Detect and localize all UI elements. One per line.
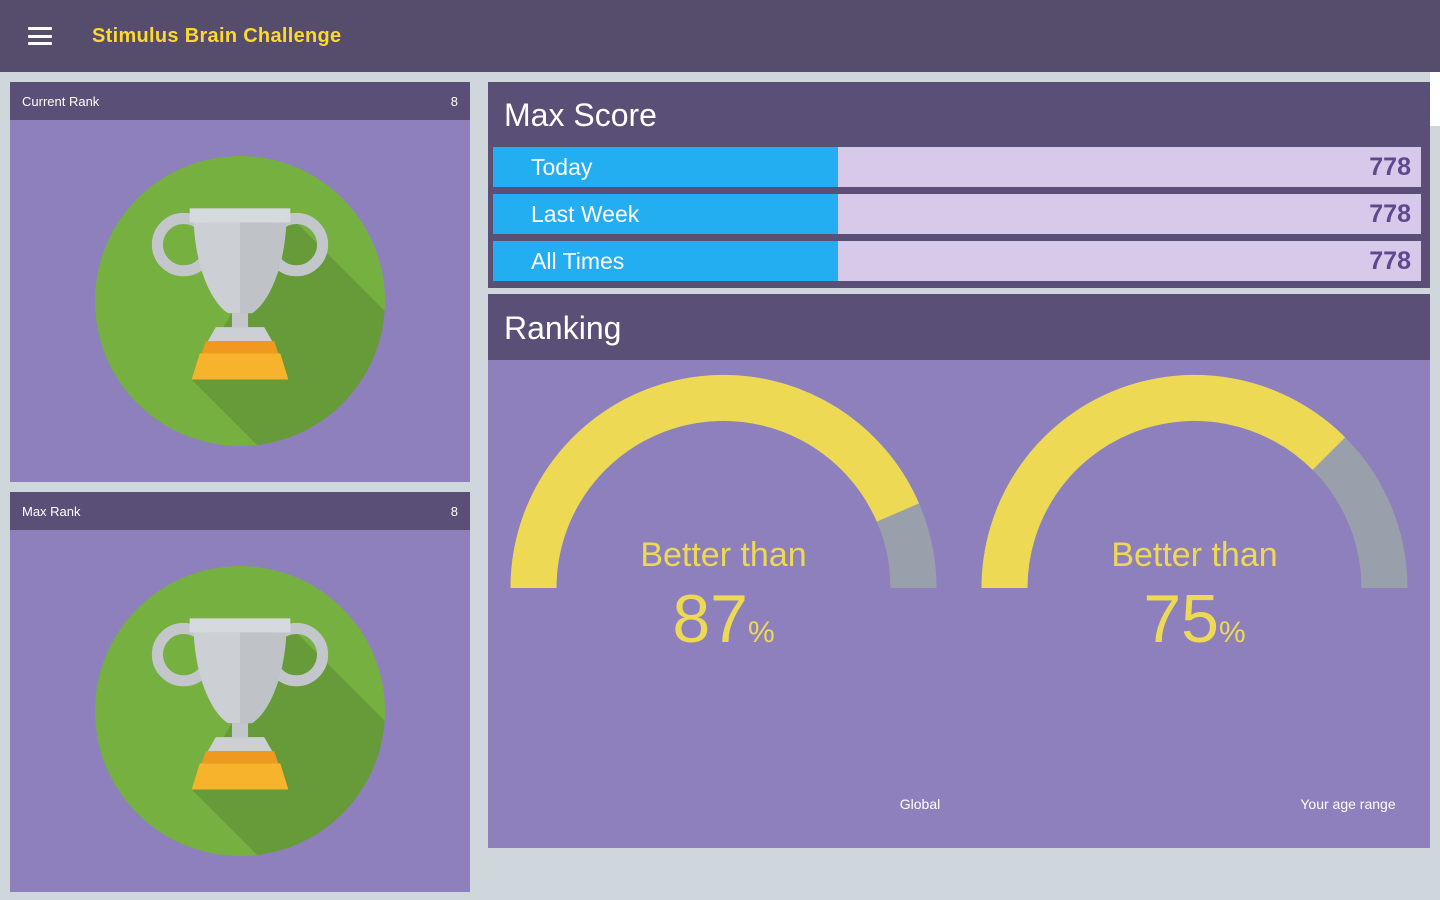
scrollbar-thumb[interactable] [1430,72,1440,126]
score-row-label: All Times [493,241,838,281]
gauge-age-range: Better than 75% [959,360,1430,848]
gauge-global: Better than 87% [488,360,959,848]
gauge-label: Better than [1111,536,1278,574]
gauge-label: Better than [640,536,807,574]
score-row-value: 778 [838,194,1421,234]
max-score-panel: Max Score Today 778 Last Week 778 All Ti… [488,82,1430,288]
max-rank-value: 8 [450,503,458,519]
app-bar: Stimulus Brain Challenge [0,0,1440,72]
score-row-label: Last Week [493,194,838,234]
score-row-today: Today 778 [493,147,1421,187]
ranking-panel: Ranking Better than 87% Better than 75% … [488,294,1430,848]
current-rank-value: 8 [450,93,458,109]
trophy-icon [95,566,385,856]
current-rank-card: Current Rank 8 [10,82,470,482]
gauge-percent: 75% [1143,581,1246,657]
ranking-title: Ranking [488,294,1430,360]
score-row-all-times: All Times 778 [493,241,1421,281]
score-row-last-week: Last Week 778 [493,194,1421,234]
percent-sign: % [1218,616,1246,649]
max-rank-header: Max Rank 8 [10,492,470,530]
gauge-arc [510,374,937,589]
percent-sign: % [747,616,775,649]
max-score-rows: Today 778 Last Week 778 All Times 778 [488,147,1430,281]
max-rank-body [10,530,470,892]
app-title: Stimulus Brain Challenge [92,24,342,47]
current-rank-label: Current Rank [22,93,100,109]
trophy-icon [95,156,385,446]
gauge-caption-age-range: Your age range [1300,796,1396,812]
menu-icon[interactable] [28,27,52,45]
current-rank-header: Current Rank 8 [10,82,470,120]
max-rank-card: Max Rank 8 [10,492,470,892]
ranking-body: Better than 87% Better than 75% Global Y… [488,360,1430,848]
max-rank-label: Max Rank [22,503,81,519]
score-row-label: Today [493,147,838,187]
score-row-value: 778 [838,241,1421,281]
score-row-value: 778 [838,147,1421,187]
gauge-arc [981,374,1408,589]
current-rank-body [10,120,470,482]
max-score-title: Max Score [504,97,657,133]
gauge-caption-global: Global [899,796,941,812]
gauge-percent: 87% [672,581,775,657]
